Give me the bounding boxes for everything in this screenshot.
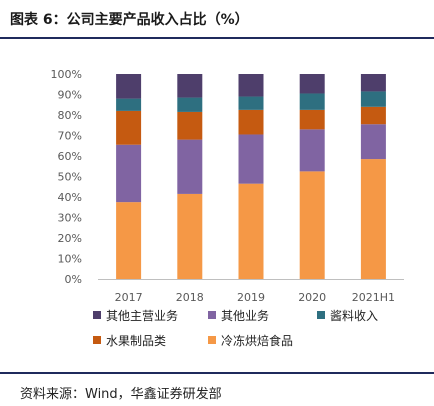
bottom-rule	[0, 372, 434, 374]
legend-label: 其他业务	[221, 308, 269, 323]
bar-segment	[360, 124, 386, 160]
x-tick-label: 2018	[176, 291, 204, 304]
bar-segment	[116, 144, 142, 203]
bar-segment	[116, 74, 142, 99]
bar-segment	[177, 193, 203, 279]
top-rule	[0, 37, 434, 39]
x-tick-label: 2017	[115, 291, 143, 304]
bar-segment	[238, 134, 264, 184]
y-tick-label: 70%	[58, 130, 82, 143]
y-axis: 0% 10% 20% 30% 40% 50% 60% 70% 80% 90% 100%	[51, 68, 82, 286]
bar-segment	[177, 74, 203, 98]
bar-segment	[360, 74, 386, 92]
legend-label: 水果制品类	[106, 334, 166, 348]
x-axis: 2017 2018 2019 2020 2021H1	[98, 279, 404, 304]
bar-segment	[299, 93, 325, 110]
bar-segment	[299, 109, 325, 130]
bar-segment	[238, 109, 264, 135]
legend-label: 酱料收入	[330, 308, 378, 323]
bar-segment	[116, 110, 142, 145]
legend-swatch	[93, 311, 101, 319]
y-tick-label: 90%	[58, 89, 82, 102]
bar-segment	[299, 74, 325, 94]
bar-segment	[360, 159, 386, 279]
bar-segment	[177, 97, 203, 112]
bar-segment	[177, 111, 203, 140]
y-tick-label: 0%	[65, 273, 82, 286]
chart-title: 图表 6：公司主要产品收入占比（%）	[10, 12, 249, 28]
legend-swatch	[208, 311, 216, 319]
legend-label: 冷冻烘焙食品	[221, 333, 293, 348]
legend-swatch	[208, 336, 216, 344]
legend-swatch	[317, 311, 325, 319]
y-tick-label: 40%	[58, 191, 82, 204]
x-tick-label: 2019	[237, 291, 265, 304]
bar-segment	[360, 91, 386, 107]
legend-label: 其他主营业务	[106, 308, 178, 323]
x-tick-label: 2020	[298, 291, 326, 304]
y-tick-label: 60%	[58, 150, 82, 163]
y-tick-label: 100%	[51, 68, 82, 81]
y-tick-label: 10%	[58, 253, 82, 266]
legend-swatch	[93, 336, 101, 344]
source-note: 资料来源：Wind，华鑫证券研发部	[20, 387, 222, 402]
bar-segment	[238, 183, 264, 279]
bar-segment	[177, 139, 203, 194]
bar-segment	[116, 202, 142, 279]
y-tick-label: 80%	[58, 109, 82, 122]
bar-segment	[299, 171, 325, 279]
x-tick-label: 2021H1	[352, 291, 395, 304]
bar-segment	[116, 98, 142, 111]
bars	[116, 74, 386, 279]
bar-segment	[238, 96, 264, 110]
bar-segment	[360, 106, 386, 125]
y-tick-label: 30%	[58, 212, 82, 225]
y-tick-label: 50%	[58, 171, 82, 184]
bar-segment	[238, 74, 264, 97]
bar-segment	[299, 129, 325, 172]
y-tick-label: 20%	[58, 232, 82, 245]
